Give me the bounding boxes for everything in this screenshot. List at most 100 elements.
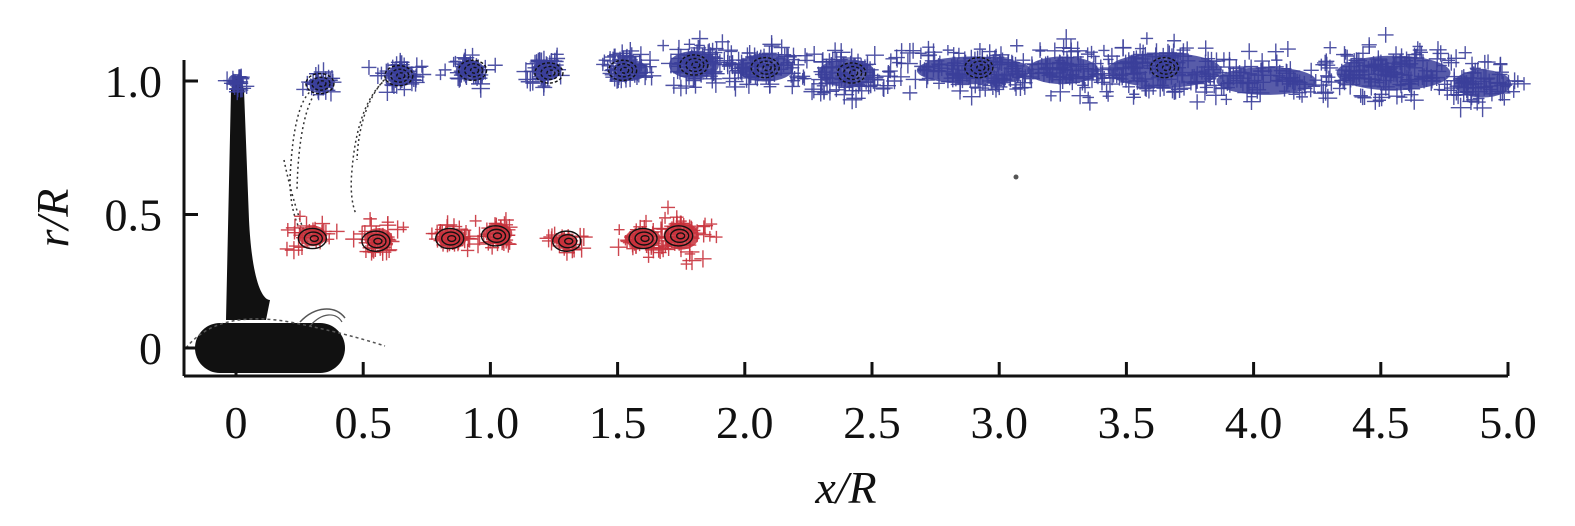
point-tip-vortex-centres (1366, 93, 1384, 110)
point-tip-vortex-centres (691, 30, 709, 47)
point-tip-vortex-centres (637, 69, 654, 86)
point-tip-vortex-centres (817, 86, 831, 100)
point-tip-vortex-centres (677, 56, 698, 77)
point-tip-vortex-centres (1071, 87, 1089, 105)
point-tip-vortex-centres (1186, 74, 1206, 93)
point-tip-vortex-centres (833, 65, 848, 80)
point-tip-vortex-centres (835, 51, 847, 63)
contour-tip-7 (836, 62, 867, 84)
point-tip-vortex-centres (1180, 41, 1194, 55)
point-root-vortex-centres (388, 220, 407, 239)
point-tip-vortex-centres (951, 82, 969, 100)
point-tip-vortex-centres (725, 77, 746, 97)
point-tip-vortex-centres (924, 43, 943, 61)
point-tip-vortex-centres (902, 85, 918, 101)
point-tip-vortex-centres (1248, 80, 1267, 99)
contour-ring (564, 237, 574, 245)
point-tip-vortex-centres (933, 77, 945, 90)
x-tick-label-4: 2.0 (716, 397, 774, 448)
point-tip-vortex-centres (780, 55, 795, 70)
contour-tip-4 (607, 59, 638, 82)
point-tip-vortex-centres (1271, 54, 1283, 66)
point-tip-vortex-centres (1373, 59, 1391, 78)
point-tip-vortex-centres (732, 61, 752, 81)
point-tip-vortex-centres (317, 80, 333, 95)
point-tip-vortex-centres (438, 63, 452, 77)
point-tip-vortex-centres (1303, 62, 1319, 78)
point-tip-vortex-centres (885, 53, 897, 65)
point-root-vortex-centres (572, 238, 592, 258)
point-tip-vortex-centres (1341, 68, 1360, 88)
point-tip-vortex-centres (921, 72, 934, 85)
point-tip-vortex-centres (1388, 87, 1406, 105)
point-tip-vortex-centres (1495, 65, 1509, 80)
point-tip-vortex-centres (1374, 71, 1393, 90)
contour-ring (534, 62, 564, 84)
contour-ring (303, 231, 324, 246)
point-tip-vortex-centres (1296, 90, 1308, 103)
point-root-vortex-centres (280, 222, 295, 237)
point-tip-vortex-centres (1197, 40, 1214, 57)
point-tip-vortex-centres (865, 45, 884, 65)
point-tip-vortex-centres (1128, 50, 1139, 62)
point-tip-vortex-centres (1379, 80, 1398, 99)
point-tip-vortex-centres (702, 54, 722, 74)
contour-ring (446, 234, 457, 243)
point-tip-vortex-centres (1411, 72, 1426, 87)
contour-tip-9 (1149, 56, 1180, 79)
point-root-vortex-centres (704, 231, 716, 242)
point-tip-vortex-centres (1174, 67, 1190, 84)
cluster-tip-vortex-centres-0 (217, 68, 255, 101)
point-tip-vortex-centres (999, 55, 1018, 74)
contour-ring (842, 65, 863, 81)
point-tip-vortex-centres (1395, 57, 1414, 76)
point-tip-vortex-centres (1480, 54, 1496, 70)
point-tip-vortex-centres (976, 64, 991, 78)
point-tip-vortex-centres (1141, 83, 1157, 99)
x-tick-label-8: 4.0 (1225, 397, 1283, 448)
point-tip-vortex-centres (612, 51, 633, 72)
point-tip-vortex-centres (1046, 71, 1058, 83)
contour-ring (1161, 64, 1172, 72)
point-tip-vortex-centres (1288, 88, 1300, 100)
point-tip-vortex-centres (834, 84, 855, 105)
point-root-vortex-centres (680, 258, 693, 270)
point-root-vortex-centres (359, 245, 373, 259)
contour-ring (691, 61, 701, 69)
point-root-vortex-centres (659, 211, 672, 224)
point-tip-vortex-centres (991, 67, 1006, 82)
point-root-vortex-centres (363, 212, 377, 226)
point-tip-vortex-centres (1291, 74, 1308, 91)
contour-tip-2 (457, 59, 488, 82)
point-tip-vortex-centres (1074, 59, 1093, 79)
point-root-vortex-centres (648, 237, 669, 258)
point-tip-vortex-centres (1322, 73, 1341, 91)
point-tip-vortex-centres (324, 73, 342, 91)
point-tip-vortex-centres (1201, 51, 1216, 66)
point-tip-vortex-centres (1270, 74, 1282, 87)
point-tip-vortex-centres (535, 78, 553, 96)
point-tip-vortex-centres (1276, 73, 1289, 86)
point-tip-vortex-centres (1369, 59, 1382, 72)
point-tip-vortex-centres (1498, 93, 1511, 106)
point-root-vortex-centres (279, 241, 295, 257)
point-tip-vortex-centres (1511, 75, 1525, 88)
point-tip-vortex-centres (1388, 46, 1404, 62)
point-root-vortex-centres (574, 228, 593, 247)
point-tip-vortex-centres (1469, 62, 1481, 74)
point-tip-vortex-centres (1129, 89, 1140, 100)
point-tip-vortex-centres (1452, 70, 1471, 88)
point-tip-vortex-centres (917, 62, 932, 77)
point-tip-vortex-centres (657, 39, 669, 52)
contour-ring (848, 69, 859, 77)
contour-ring (669, 228, 690, 244)
point-tip-vortex-centres (1079, 81, 1091, 94)
point-tip-vortex-centres (946, 63, 960, 76)
point-root-vortex-centres (397, 221, 409, 233)
point-tip-vortex-centres (448, 56, 459, 68)
contour-root-3 (480, 225, 511, 247)
contour-ring (976, 64, 986, 72)
point-tip-vortex-centres (763, 74, 774, 86)
point-tip-vortex-centres (669, 39, 689, 60)
point-tip-vortex-centres (1372, 93, 1387, 107)
